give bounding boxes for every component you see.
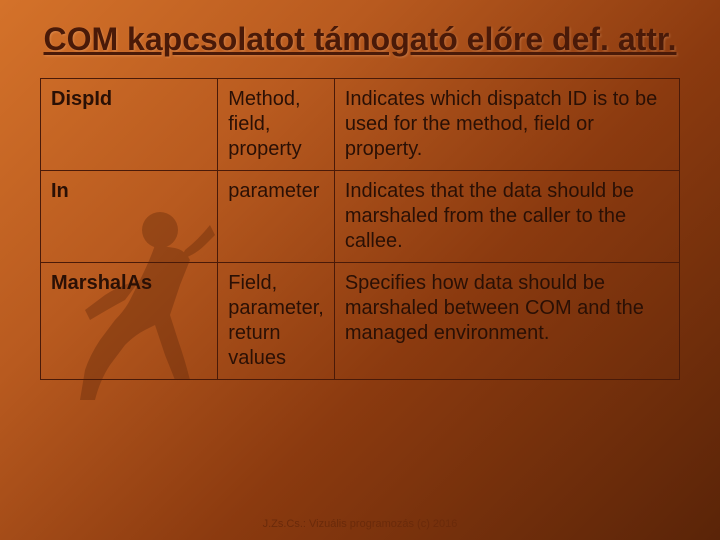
table-row: In parameter Indicates that the data sho… — [41, 171, 680, 263]
attr-applies-cell: Field, parameter, return values — [218, 263, 335, 380]
attr-name-cell: DispId — [41, 79, 218, 171]
attr-name-cell: MarshalAs — [41, 263, 218, 380]
attr-desc-cell: Indicates which dispatch ID is to be use… — [334, 79, 679, 171]
slide-title: COM kapcsolatot támogató előre def. attr… — [40, 20, 680, 58]
attributes-table: DispId Method, field, property Indicates… — [40, 78, 680, 380]
slide-footer: J.Zs.Cs.: Vizuális programozás (c) 2016 — [0, 518, 720, 530]
attr-applies-cell: Method, field, property — [218, 79, 335, 171]
table-row: DispId Method, field, property Indicates… — [41, 79, 680, 171]
attr-applies-cell: parameter — [218, 171, 335, 263]
attr-name-cell: In — [41, 171, 218, 263]
attr-desc-cell: Specifies how data should be marshaled b… — [334, 263, 679, 380]
table-row: MarshalAs Field, parameter, return value… — [41, 263, 680, 380]
attr-desc-cell: Indicates that the data should be marsha… — [334, 171, 679, 263]
